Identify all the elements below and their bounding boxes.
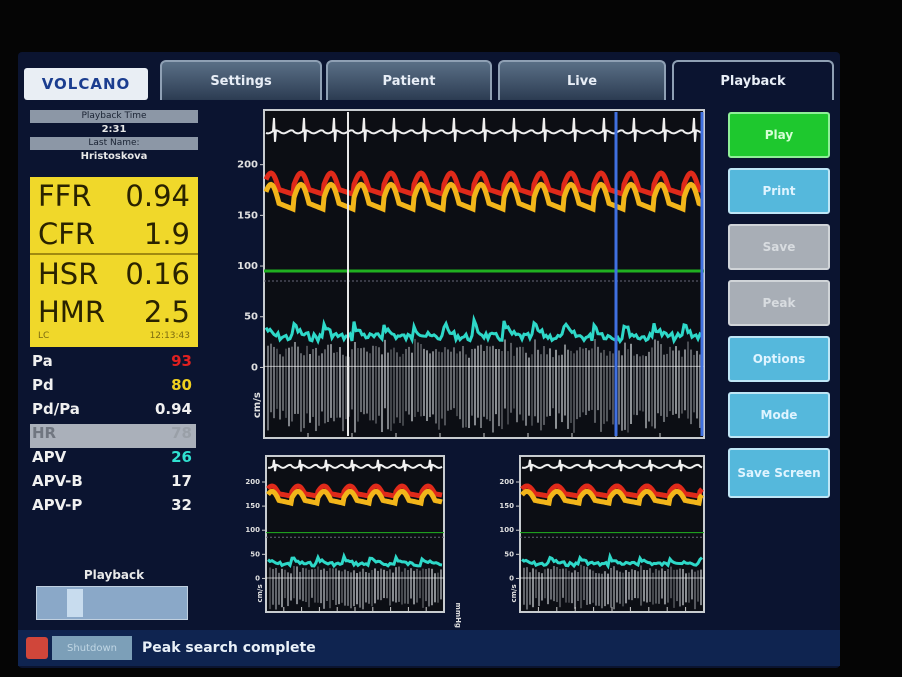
left-unit: cm/s [252, 392, 263, 418]
reading-name: APV-B [32, 472, 83, 490]
reading-name: APV [32, 448, 67, 466]
tab[interactable]: Patient [326, 60, 492, 100]
velocity-envelope [267, 551, 443, 569]
pd-trace [263, 181, 703, 213]
index-name: HMR [38, 295, 105, 329]
label: Last Name: [30, 137, 198, 150]
index-row: FFR 0.94 [30, 177, 198, 215]
reading-name: Pd [32, 376, 54, 394]
value: Hristoskova [80, 151, 148, 162]
left-tick-label: 100 [245, 526, 260, 534]
left-tick-label: 150 [245, 502, 260, 510]
pa-trace [263, 170, 703, 198]
reading-value: 26 [171, 448, 192, 466]
left-tick-label: 50 [250, 550, 260, 558]
index-name: FFR [38, 179, 92, 213]
slider-thumb[interactable] [67, 589, 83, 617]
left-tick-label: 50 [244, 312, 258, 323]
left-tick-label: 200 [237, 160, 258, 171]
pd-trace [266, 488, 443, 507]
button[interactable]: Play [728, 112, 830, 158]
left-tick-label: 50 [504, 550, 514, 558]
status-message: Peak search complete [142, 640, 316, 656]
status-icon[interactable] [26, 637, 48, 659]
reading-value: 93 [171, 352, 192, 370]
left-tick-label: 200 [499, 478, 514, 486]
left-tick-label: 0 [509, 574, 514, 582]
pd-trace [520, 488, 704, 507]
left-unit: cm/s [510, 584, 518, 602]
index-row: CFR 1.9 [30, 215, 198, 253]
index-footer: LC 12:13:43 [30, 331, 198, 341]
index-name: HSR [38, 257, 99, 291]
left-unit: cm/s [256, 584, 264, 602]
left-tick-label: 100 [237, 261, 258, 272]
device-screen: VOLCANO Settings Patient Live Playback Playba… [18, 52, 840, 668]
label: Playback Time [30, 110, 198, 123]
pa-trace [520, 483, 704, 499]
index-panel: FFR 0.94 CFR 1.9 HSR 0.16 HMR 2.5 LC 12:13:43 [30, 177, 198, 347]
tab[interactable]: Live [498, 60, 666, 100]
left-tick-label: 100 [499, 526, 514, 534]
chart-area: 200 150 100 50 0 cm/s mmHg 200 150 100 50 0 200 150 10… [237, 109, 705, 628]
reading-row: Pd 80 [30, 376, 196, 400]
left-tick-label: 0 [251, 362, 258, 373]
reading-name: APV-P [32, 496, 83, 514]
button[interactable]: Save Screen [728, 448, 830, 498]
ecg-trace [267, 459, 443, 472]
button[interactable]: Mode [728, 392, 830, 438]
pa-trace [266, 483, 443, 499]
index-row: HMR 2.5 [30, 293, 198, 331]
button[interactable]: Peak [728, 280, 830, 326]
tab[interactable]: Settings [160, 60, 322, 100]
button[interactable]: Save [728, 224, 830, 270]
left-panel: Playback Time 2:31 Last Name: Hristoskova [30, 110, 198, 164]
tab[interactable]: Playback [672, 60, 834, 100]
reading-name: Pd/Pa [32, 400, 80, 418]
footer-time: 12:13:43 [149, 331, 190, 341]
ecg-trace [265, 117, 703, 142]
index-value: 0.94 [125, 179, 190, 213]
reading-value: 17 [171, 472, 192, 490]
reading-row: APV 26 [30, 448, 196, 472]
reading-value: 80 [171, 376, 192, 394]
left-tick-label: 150 [499, 502, 514, 510]
button[interactable]: Print [728, 168, 830, 214]
reading-row: HR 78 [30, 424, 196, 448]
status-bar: Shutdown Peak search complete [18, 630, 840, 666]
footer-label: LC [38, 331, 50, 341]
reading-value: 0.94 [154, 400, 192, 418]
button[interactable]: Options [728, 336, 830, 382]
playback-label: Playback [83, 568, 145, 582]
index-row: HSR 0.16 [30, 253, 198, 293]
index-value: 2.5 [143, 295, 190, 329]
index-value: 1.9 [143, 217, 190, 251]
reading-row: APV-P 32 [30, 496, 196, 520]
right-unit: mmHg [454, 603, 462, 628]
ecg-trace [521, 459, 703, 472]
index-value: 0.16 [125, 257, 190, 291]
playback-slider[interactable] [36, 586, 188, 620]
logo: VOLCANO [24, 68, 148, 100]
reading-value: 78 [171, 424, 192, 442]
reading-name: Pa [32, 352, 53, 370]
reading-value: 32 [171, 496, 192, 514]
value: 2:31 [101, 124, 127, 135]
left-tick-label: 0 [255, 574, 260, 582]
velocity-envelope [521, 551, 704, 570]
chart-bg [519, 455, 705, 613]
velocity-envelope [264, 313, 703, 346]
index-name: CFR [38, 217, 96, 251]
reading-name: HR [32, 424, 57, 442]
reading-row: Pd/Pa 0.94 [30, 400, 196, 424]
left-tick-label: 200 [245, 478, 260, 486]
status-button[interactable]: Shutdown [52, 636, 132, 660]
left-tick-label: 150 [237, 210, 258, 221]
reading-row: Pa 93 [30, 352, 196, 376]
reading-row: APV-B 17 [30, 472, 196, 496]
